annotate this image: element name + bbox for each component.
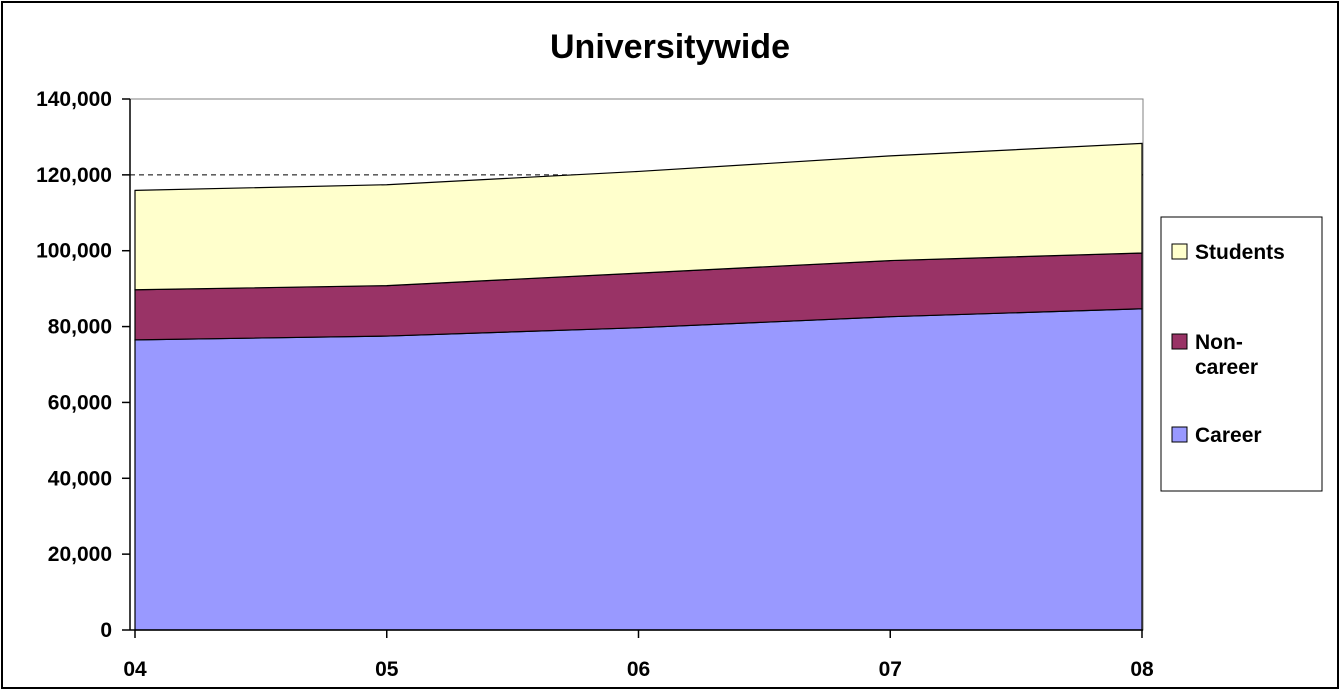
legend-label: Students <box>1195 241 1285 264</box>
y-tick-label: 80,000 <box>48 316 112 339</box>
y-tick-label: 40,000 <box>48 467 112 490</box>
y-tick-label: 0 <box>100 619 112 642</box>
legend-swatch <box>1172 427 1187 442</box>
plot-area <box>130 99 1143 630</box>
y-tick-label: 20,000 <box>48 543 112 566</box>
x-tick-label: 07 <box>879 658 902 681</box>
chart-title: Universitywide <box>550 28 790 66</box>
legend-label: Career <box>1195 424 1262 447</box>
y-tick-label: 100,000 <box>36 240 112 263</box>
x-tick-label: 05 <box>375 658 399 681</box>
legend-label: career <box>1195 356 1258 379</box>
legend-label: Non- <box>1195 331 1243 354</box>
legend: Students Non-career Career <box>1161 217 1322 491</box>
x-tick-label: 06 <box>627 658 650 681</box>
area-series-career <box>135 309 1142 630</box>
x-tick-label: 04 <box>123 658 147 681</box>
legend-swatch <box>1172 334 1187 349</box>
y-tick-label: 60,000 <box>48 391 112 414</box>
y-tick-label: 120,000 <box>36 164 112 187</box>
y-tick-label: 140,000 <box>36 88 112 111</box>
legend-swatch <box>1172 244 1187 259</box>
x-tick-label: 08 <box>1130 658 1154 681</box>
